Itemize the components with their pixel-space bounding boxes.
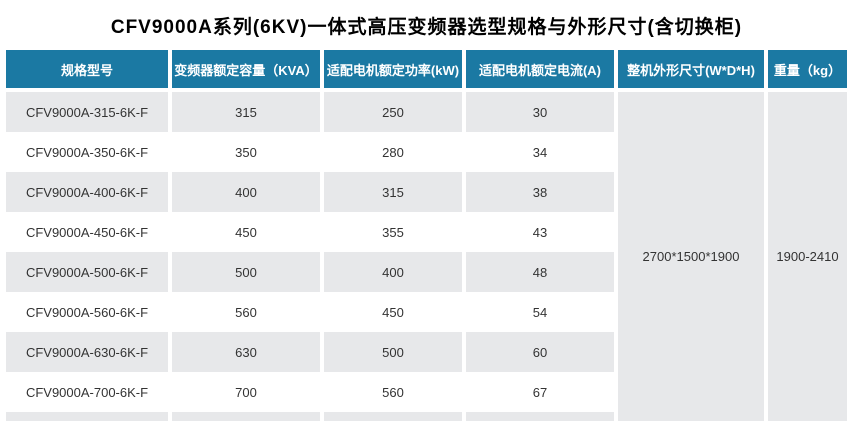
weight-cell: 1900-2410 <box>768 92 847 421</box>
current-cell: 48 <box>466 252 614 292</box>
column-header-rated-capacity: 变频器额定容量（KVA） <box>172 50 320 92</box>
capacity-cell: 450 <box>172 212 320 252</box>
capacity-cell: 630 <box>172 332 320 372</box>
table-row: CFV9000A-350-6K-F 350 280 34 <box>6 132 847 172</box>
power-cell: 560 <box>324 372 462 412</box>
model-cell <box>6 412 168 421</box>
current-cell: 60 <box>466 332 614 372</box>
model-cell: CFV9000A-350-6K-F <box>6 132 168 172</box>
table-row: CFV9000A-315-6K-F 315 250 30 2700*1500*1… <box>6 92 847 421</box>
page-title: CFV9000A系列(6KV)一体式高压变频器选型规格与外形尺寸(含切换柜) <box>110 16 743 38</box>
power-cell: 280 <box>324 132 462 172</box>
capacity-cell <box>172 412 320 421</box>
capacity-cell: 350 <box>172 132 320 172</box>
current-cell: 34 <box>466 132 614 172</box>
power-cell: 315 <box>324 172 462 212</box>
current-cell: 43 <box>466 212 614 252</box>
power-cell: 400 <box>324 252 462 292</box>
capacity-cell: 700 <box>172 372 320 412</box>
column-header-motor-power: 适配电机额定功率(kW) <box>324 50 462 92</box>
capacity-cell: 500 <box>172 252 320 292</box>
table-row-partial <box>6 412 847 421</box>
table-row: CFV9000A-400-6K-F 400 315 38 <box>6 172 847 212</box>
table-row: CFV9000A-700-6K-F 700 560 67 <box>6 372 847 412</box>
capacity-cell: 315 <box>172 92 320 132</box>
capacity-cell: 400 <box>172 172 320 212</box>
power-cell <box>324 412 462 421</box>
model-cell: CFV9000A-315-6K-F <box>6 92 168 132</box>
current-cell: 67 <box>466 372 614 412</box>
capacity-cell: 560 <box>172 292 320 332</box>
column-header-motor-current: 适配电机额定电流(A) <box>466 50 614 92</box>
model-cell: CFV9000A-630-6K-F <box>6 332 168 372</box>
column-header-model: 规格型号 <box>6 50 168 92</box>
power-cell: 355 <box>324 212 462 252</box>
model-cell: CFV9000A-450-6K-F <box>6 212 168 252</box>
table-row: CFV9000A-500-6K-F 500 400 48 <box>6 252 847 292</box>
power-cell: 450 <box>324 292 462 332</box>
current-cell: 38 <box>466 172 614 212</box>
table-row: CFV9000A-630-6K-F 630 500 60 <box>6 332 847 372</box>
current-cell <box>466 412 614 421</box>
power-cell: 500 <box>324 332 462 372</box>
power-cell: 250 <box>324 92 462 132</box>
dimensions-cell: 2700*1500*1900 <box>618 92 764 421</box>
spec-table: 规格型号 变频器额定容量（KVA） 适配电机额定功率(kW) 适配电机额定电流(… <box>2 50 851 421</box>
model-cell: CFV9000A-400-6K-F <box>6 172 168 212</box>
model-cell: CFV9000A-500-6K-F <box>6 252 168 292</box>
current-cell: 54 <box>466 292 614 332</box>
column-header-weight: 重量（kg） <box>768 50 847 92</box>
model-cell: CFV9000A-560-6K-F <box>6 292 168 332</box>
model-cell: CFV9000A-700-6K-F <box>6 372 168 412</box>
table-row: CFV9000A-450-6K-F 450 355 43 <box>6 212 847 252</box>
current-cell: 30 <box>466 92 614 132</box>
table-row: CFV9000A-560-6K-F 560 450 54 <box>6 292 847 332</box>
column-header-dimensions: 整机外形尺寸(W*D*H) <box>618 50 764 92</box>
header-row: 规格型号 变频器额定容量（KVA） 适配电机额定功率(kW) 适配电机额定电流(… <box>6 50 847 92</box>
